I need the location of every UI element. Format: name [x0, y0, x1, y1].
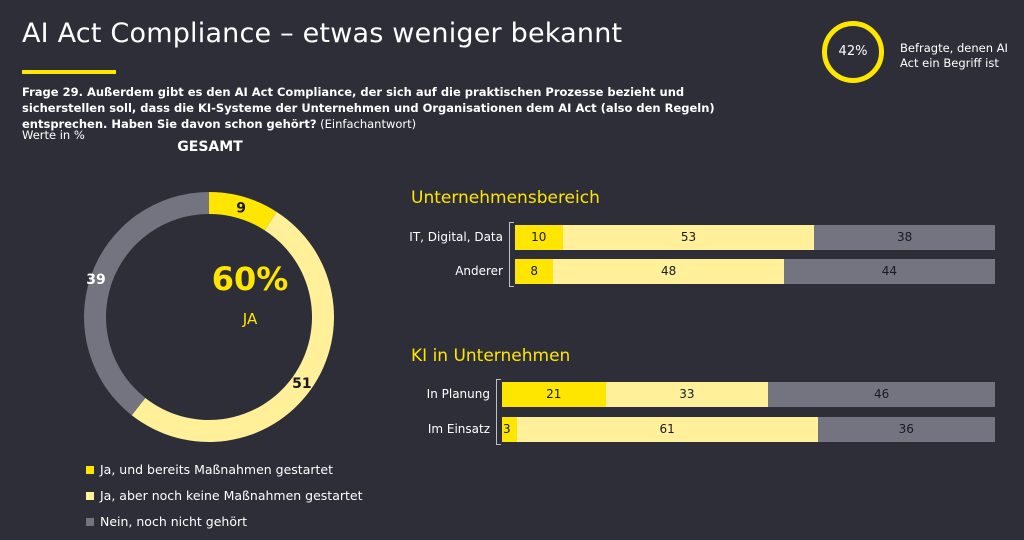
donut-slice-3	[84, 192, 209, 416]
bar-category-label: Anderer	[455, 264, 503, 278]
bar-segment: 36	[817, 417, 995, 442]
bar-category-label: In Planung	[426, 387, 490, 401]
legend-swatch	[86, 465, 94, 474]
bar-group-title: KI in Unternehmen	[411, 346, 571, 366]
bar-segment: 48	[553, 259, 784, 284]
bar-group-bracket	[496, 379, 501, 445]
bar-segment: 10	[515, 225, 563, 250]
unit-note: Werte in %	[22, 128, 85, 142]
donut-slice-label-2: 51	[292, 376, 311, 392]
badge-value: 42%	[838, 44, 868, 59]
donut-center-label: JA	[242, 310, 258, 328]
question-text: Frage 29. Außerdem gibt es den AI Act Co…	[22, 84, 752, 132]
title-underline	[22, 70, 116, 74]
legend-label: Nein, noch nicht gehört	[100, 514, 248, 529]
legend-label: Ja, aber noch keine Maßnahmen gestartet	[100, 488, 363, 503]
bar-segment: 61	[516, 417, 818, 442]
donut-center-value: 60%	[211, 260, 289, 298]
badge-text: Befragte, denen AI Act ein Begriff ist	[900, 41, 1008, 70]
donut-title: GESAMT	[177, 139, 243, 155]
legend-label: Ja, und bereits Maßnahmen gestartet	[100, 462, 334, 477]
bar-segment: 8	[515, 259, 554, 284]
bar-category-label: Im Einsatz	[427, 422, 490, 436]
bar-segment: 44	[783, 259, 995, 284]
bar-group-bracket	[509, 222, 514, 287]
bar-category-label: IT, Digital, Data	[409, 230, 503, 244]
donut-slice-1	[209, 192, 277, 231]
legend-swatch	[86, 491, 94, 500]
donut-slice-label-3: 39	[86, 272, 105, 288]
badge-ring	[822, 21, 884, 83]
bar-segment: 38	[814, 225, 995, 250]
legend-item: Ja, aber noch keine Maßnahmen gestartet	[86, 488, 363, 503]
bar-segment: 46	[768, 382, 995, 407]
bar-segment: 3	[502, 417, 518, 442]
bar-segment: 33	[605, 382, 769, 407]
legend-item: Nein, noch nicht gehört	[86, 514, 247, 529]
legend-swatch	[86, 517, 94, 526]
bar-segment: 53	[562, 225, 815, 250]
legend-item: Ja, und bereits Maßnahmen gestartet	[86, 462, 333, 477]
question-note: (Einfachantwort)	[320, 117, 417, 131]
donut-slice-2	[131, 211, 334, 442]
bar-segment: 21	[502, 382, 606, 407]
page-title: AI Act Compliance – etwas weniger bekann…	[22, 18, 623, 49]
donut-chart: 9 51 39	[84, 192, 334, 442]
donut-slice-label-1: 9	[236, 201, 246, 217]
bar-group-title: Unternehmensbereich	[411, 188, 600, 208]
question-bold: Frage 29. Außerdem gibt es den AI Act Co…	[22, 85, 715, 131]
